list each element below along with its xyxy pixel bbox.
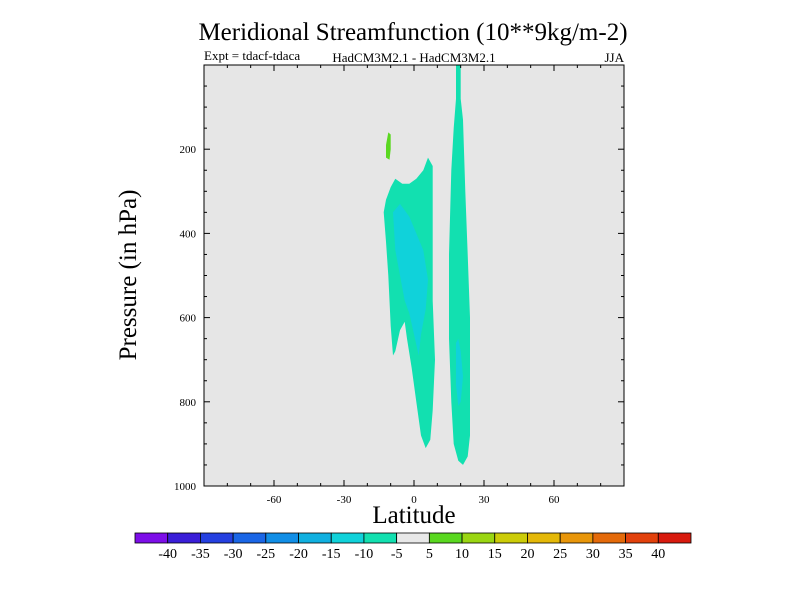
- colorbar-swatch: [428, 532, 463, 544]
- colorbar-tick-label: -20: [289, 547, 308, 562]
- x-tick-label: 60: [549, 494, 561, 506]
- contour-fill-north-inner: [456, 338, 463, 406]
- contour-fill-positive-patch: [386, 132, 391, 160]
- colorbar-tick-label: -10: [355, 547, 374, 562]
- y-tick-label: 600: [180, 313, 197, 325]
- subtitle-center: HadCM3M2.1 - HadCM3M2.1: [332, 50, 495, 65]
- colorbar-tick-label: 15: [488, 547, 502, 562]
- colorbar-swatch: [363, 532, 398, 544]
- contour-fill-central-inner: [393, 203, 428, 356]
- colorbar-tick-label: -5: [391, 547, 403, 562]
- colorbar-tick-label: 35: [619, 547, 633, 562]
- plot-area: 200 400 600 800 1000 -60 -30 0 30 60: [174, 64, 625, 506]
- colorbar-swatch: [265, 532, 299, 544]
- colorbar-tick-label: 20: [520, 547, 534, 562]
- colorbar-tick-label: -40: [158, 547, 177, 562]
- colorbar-tick-label: 25: [553, 547, 567, 562]
- x-tick-label: -60: [267, 494, 282, 506]
- colorbar-swatch: [330, 532, 365, 544]
- y-tick-label: 400: [180, 228, 197, 240]
- colorbar-swatch: [592, 532, 626, 544]
- y-axis-ticks: 200 400 600 800 1000: [174, 85, 624, 493]
- colorbar-tick-label: 10: [455, 547, 469, 562]
- colorbar-swatch: [167, 532, 201, 544]
- x-tick-label: 0: [411, 494, 417, 506]
- colorbar-tick-label: -35: [191, 547, 210, 562]
- subtitle-left: Expt = tdacf-tdaca: [204, 48, 300, 63]
- y-axis-label: Pressure (in hPa): [115, 190, 142, 361]
- chart-title: Meridional Streamfunction (10**9kg/m-2): [198, 19, 627, 46]
- colorbar-swatch: [559, 532, 594, 544]
- colorbar-swatch: [461, 532, 496, 544]
- x-tick-label: 30: [479, 494, 491, 506]
- colorbar-tick-label: 30: [586, 547, 600, 562]
- colorbar-swatch: [657, 532, 692, 544]
- colorbar: -40 -35 -30 -25 -20 -15 -10 -5 5 10 15 20 25 30 35 40: [134, 532, 692, 562]
- colorbar-swatch: [494, 532, 528, 544]
- colorbar-swatch: [200, 532, 234, 544]
- contour-fills: [383, 65, 470, 465]
- y-tick-label: 800: [180, 397, 197, 409]
- colorbar-swatch: [625, 532, 659, 544]
- colorbar-tick-label: -25: [256, 547, 275, 562]
- contour-fill-north-outer: [449, 65, 470, 465]
- x-axis-label: Latitude: [372, 502, 455, 529]
- y-tick-label: 200: [180, 144, 197, 156]
- colorbar-tick-label: 40: [651, 547, 665, 562]
- colorbar-swatch: [232, 532, 267, 544]
- colorbar-tick-label: -30: [224, 547, 243, 562]
- colorbar-swatch: [298, 532, 332, 544]
- colorbar-tick-label: -15: [322, 547, 341, 562]
- colorbar-swatch: [134, 532, 169, 544]
- colorbar-tick-label: 5: [426, 547, 433, 562]
- x-axis-ticks: -60 -30 0 30 60: [203, 65, 625, 506]
- y-tick-label: 1000: [174, 481, 197, 493]
- colorbar-swatch: [396, 532, 430, 544]
- colorbar-swatch: [527, 532, 561, 544]
- subtitle-right: JJA: [604, 50, 624, 65]
- x-tick-label: -30: [337, 494, 352, 506]
